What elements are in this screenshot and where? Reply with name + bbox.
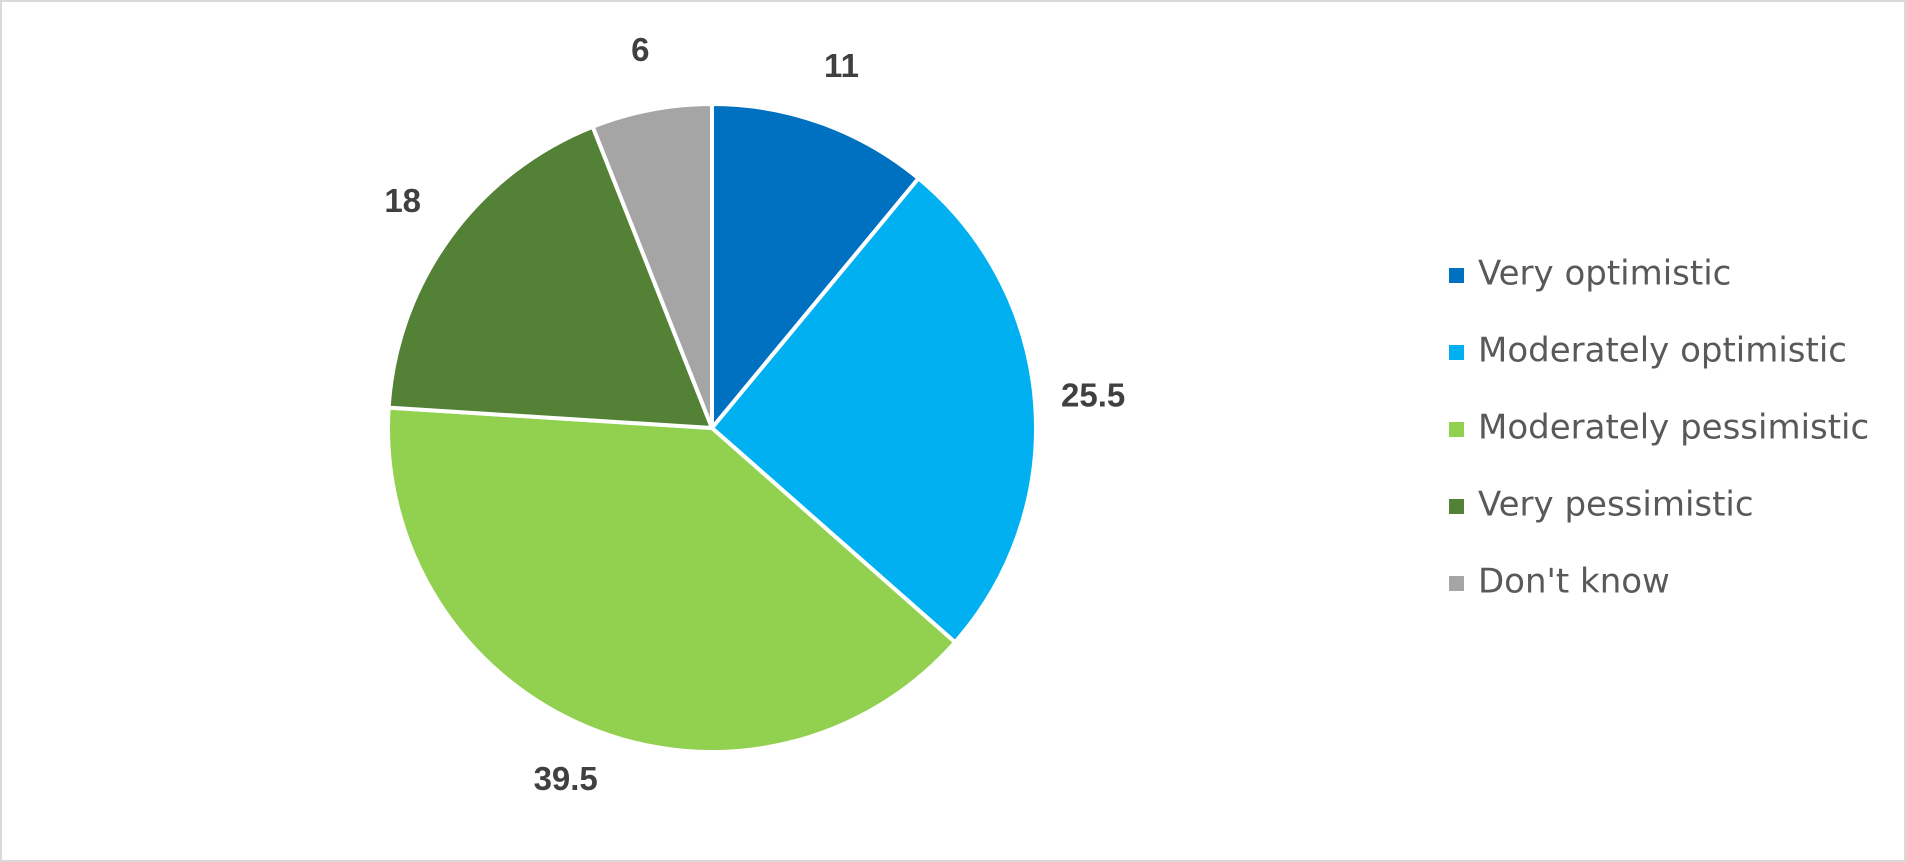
legend-marker [1449, 576, 1464, 591]
data-label: 18 [384, 182, 421, 219]
legend-label: Moderately optimistic [1478, 331, 1847, 371]
data-label: 39.5 [534, 760, 598, 797]
legend-marker [1449, 422, 1464, 437]
legend-label: Moderately pessimistic [1478, 408, 1869, 448]
pie-slice [386, 405, 958, 754]
legend-marker [1449, 499, 1464, 514]
data-label: 11 [824, 47, 859, 84]
data-label: 6 [631, 31, 649, 68]
legend-marker [1449, 345, 1464, 360]
legend-label: Don't know [1478, 562, 1670, 602]
pie-slice [710, 101, 922, 434]
legend-label: Very pessimistic [1478, 485, 1754, 525]
data-label: 25.5 [1061, 377, 1125, 414]
pie-slice [709, 175, 1038, 646]
legend-label: Very optimistic [1478, 254, 1731, 294]
legend-marker [1449, 268, 1464, 283]
pie-slice [386, 124, 716, 431]
pie-slice [590, 101, 714, 429]
